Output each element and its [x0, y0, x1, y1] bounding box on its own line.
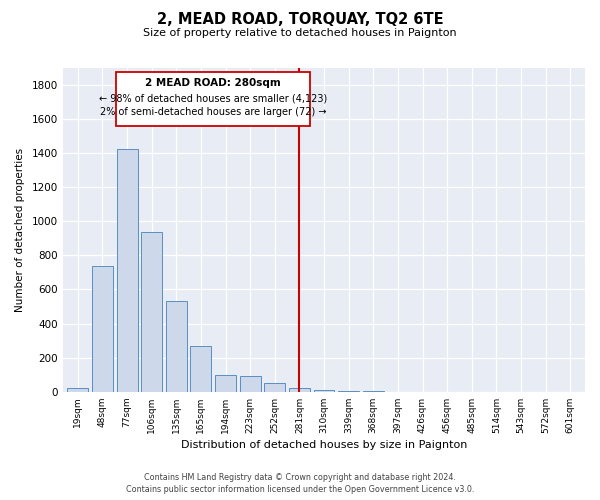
Bar — [314, 390, 334, 392]
Bar — [166, 302, 187, 392]
X-axis label: Distribution of detached houses by size in Paignton: Distribution of detached houses by size … — [181, 440, 467, 450]
Text: Contains HM Land Registry data © Crown copyright and database right 2024.
Contai: Contains HM Land Registry data © Crown c… — [126, 472, 474, 494]
Bar — [116, 150, 137, 392]
Text: Size of property relative to detached houses in Paignton: Size of property relative to detached ho… — [143, 28, 457, 38]
Text: 2 MEAD ROAD: 280sqm: 2 MEAD ROAD: 280sqm — [145, 78, 281, 88]
Bar — [215, 375, 236, 392]
Bar — [141, 232, 162, 392]
FancyBboxPatch shape — [116, 72, 310, 126]
Bar — [67, 388, 88, 392]
Y-axis label: Number of detached properties: Number of detached properties — [15, 148, 25, 312]
Bar — [190, 346, 211, 392]
Bar — [92, 266, 113, 392]
Bar — [265, 384, 285, 392]
Text: 2, MEAD ROAD, TORQUAY, TQ2 6TE: 2, MEAD ROAD, TORQUAY, TQ2 6TE — [157, 12, 443, 28]
Bar — [240, 376, 260, 392]
Text: 2% of semi-detached houses are larger (72) →: 2% of semi-detached houses are larger (7… — [100, 107, 326, 117]
Bar — [338, 391, 359, 392]
Bar — [289, 388, 310, 392]
Text: ← 98% of detached houses are smaller (4,123): ← 98% of detached houses are smaller (4,… — [99, 94, 327, 104]
